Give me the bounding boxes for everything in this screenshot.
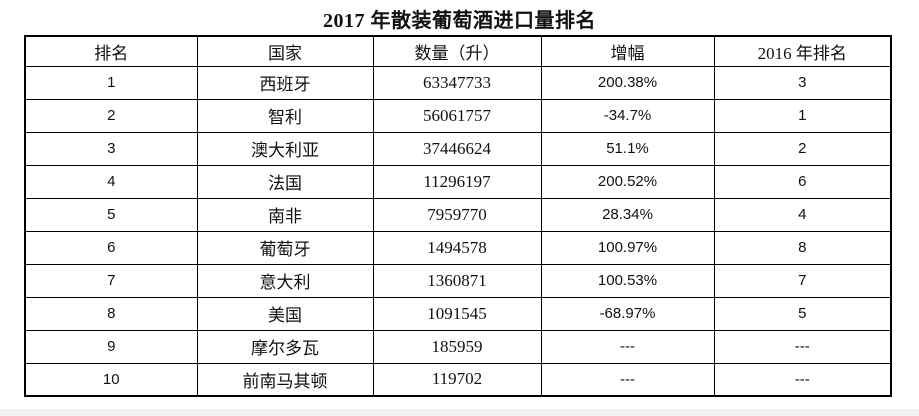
quantity-cell: 11296197 [372, 164, 542, 199]
rank2016-cell: --- [713, 329, 892, 364]
country-cell: 葡萄牙 [196, 230, 374, 265]
rank2016-cell: 1 [713, 98, 892, 133]
rank2016-cell: --- [713, 362, 892, 397]
rank-cell: 10 [24, 362, 198, 397]
country-cell: 意大利 [196, 263, 374, 298]
rank-cell: 5 [24, 197, 198, 232]
column-header-rank2016: 2016 年排名 [713, 35, 892, 67]
country-cell: 西班牙 [196, 65, 374, 100]
quantity-cell: 63347733 [372, 65, 542, 100]
rank-cell: 9 [24, 329, 198, 364]
rank-cell: 4 [24, 164, 198, 199]
quantity-cell: 7959770 [372, 197, 542, 232]
country-cell: 智利 [196, 98, 374, 133]
country-cell: 南非 [196, 197, 374, 232]
rank2016-cell: 4 [713, 197, 892, 232]
rank2016-cell: 5 [713, 296, 892, 331]
column-header-quantity: 数量（升） [372, 35, 542, 67]
quantity-cell: 185959 [372, 329, 542, 364]
quantity-cell: 56061757 [372, 98, 542, 133]
quantity-cell: 119702 [372, 362, 542, 397]
rank2016-cell: 7 [713, 263, 892, 298]
table-row: 2 智利 56061757 -34.7% 1 [24, 98, 892, 133]
table-body: 1 西班牙 63347733 200.38% 3 2 智利 56061757 -34.7% 1 3 澳… [24, 65, 892, 397]
column-header-country: 国家 [196, 35, 374, 67]
page-title: 2017 年散装葡萄酒进口量排名 [323, 10, 596, 32]
country-cell: 美国 [196, 296, 374, 331]
quantity-cell: 37446624 [372, 131, 542, 166]
rank-cell: 1 [24, 65, 198, 100]
table-row: 9 摩尔多瓦 185959 --- --- [24, 329, 892, 364]
quantity-cell: 1360871 [372, 263, 542, 298]
growth-cell: 200.52% [540, 164, 715, 199]
table-row: 6 葡萄牙 1494578 100.97% 8 [24, 230, 892, 265]
country-cell: 法国 [196, 164, 374, 199]
rank2016-cell: 3 [713, 65, 892, 100]
import-ranking-table: 排名 国家 数量（升） 增幅 2016 年排名 1 西班牙 63347733 200.… [24, 35, 892, 397]
table-row: 5 南非 7959770 28.34% 4 [24, 197, 892, 232]
column-header-growth: 增幅 [540, 35, 715, 67]
quantity-cell: 1091545 [372, 296, 542, 331]
table-header-row: 排名 国家 数量（升） 增幅 2016 年排名 [24, 35, 892, 67]
table-row: 3 澳大利亚 37446624 51.1% 2 [24, 131, 892, 166]
table-row: 1 西班牙 63347733 200.38% 3 [24, 65, 892, 100]
quantity-cell: 1494578 [372, 230, 542, 265]
country-cell: 澳大利亚 [196, 131, 374, 166]
table-row: 8 美国 1091545 -68.97% 5 [24, 296, 892, 331]
rank2016-cell: 6 [713, 164, 892, 199]
growth-cell: 100.97% [540, 230, 715, 265]
rank-cell: 2 [24, 98, 198, 133]
growth-cell: --- [540, 362, 715, 397]
rank-cell: 3 [24, 131, 198, 166]
rank2016-cell: 8 [713, 230, 892, 265]
growth-cell: 200.38% [540, 65, 715, 100]
table-row: 10 前南马其顿 119702 --- --- [24, 362, 892, 397]
growth-cell: 51.1% [540, 131, 715, 166]
country-cell: 摩尔多瓦 [196, 329, 374, 364]
rank-cell: 7 [24, 263, 198, 298]
growth-cell: --- [540, 329, 715, 364]
rank2016-cell: 2 [713, 131, 892, 166]
growth-cell: 28.34% [540, 197, 715, 232]
table-row: 7 意大利 1360871 100.53% 7 [24, 263, 892, 298]
country-cell: 前南马其顿 [196, 362, 374, 397]
rank-cell: 6 [24, 230, 198, 265]
growth-cell: -34.7% [540, 98, 715, 133]
growth-cell: 100.53% [540, 263, 715, 298]
growth-cell: -68.97% [540, 296, 715, 331]
column-header-rank: 排名 [24, 35, 198, 67]
page-bottom-strip [0, 409, 919, 416]
rank-cell: 8 [24, 296, 198, 331]
table-row: 4 法国 11296197 200.52% 6 [24, 164, 892, 199]
